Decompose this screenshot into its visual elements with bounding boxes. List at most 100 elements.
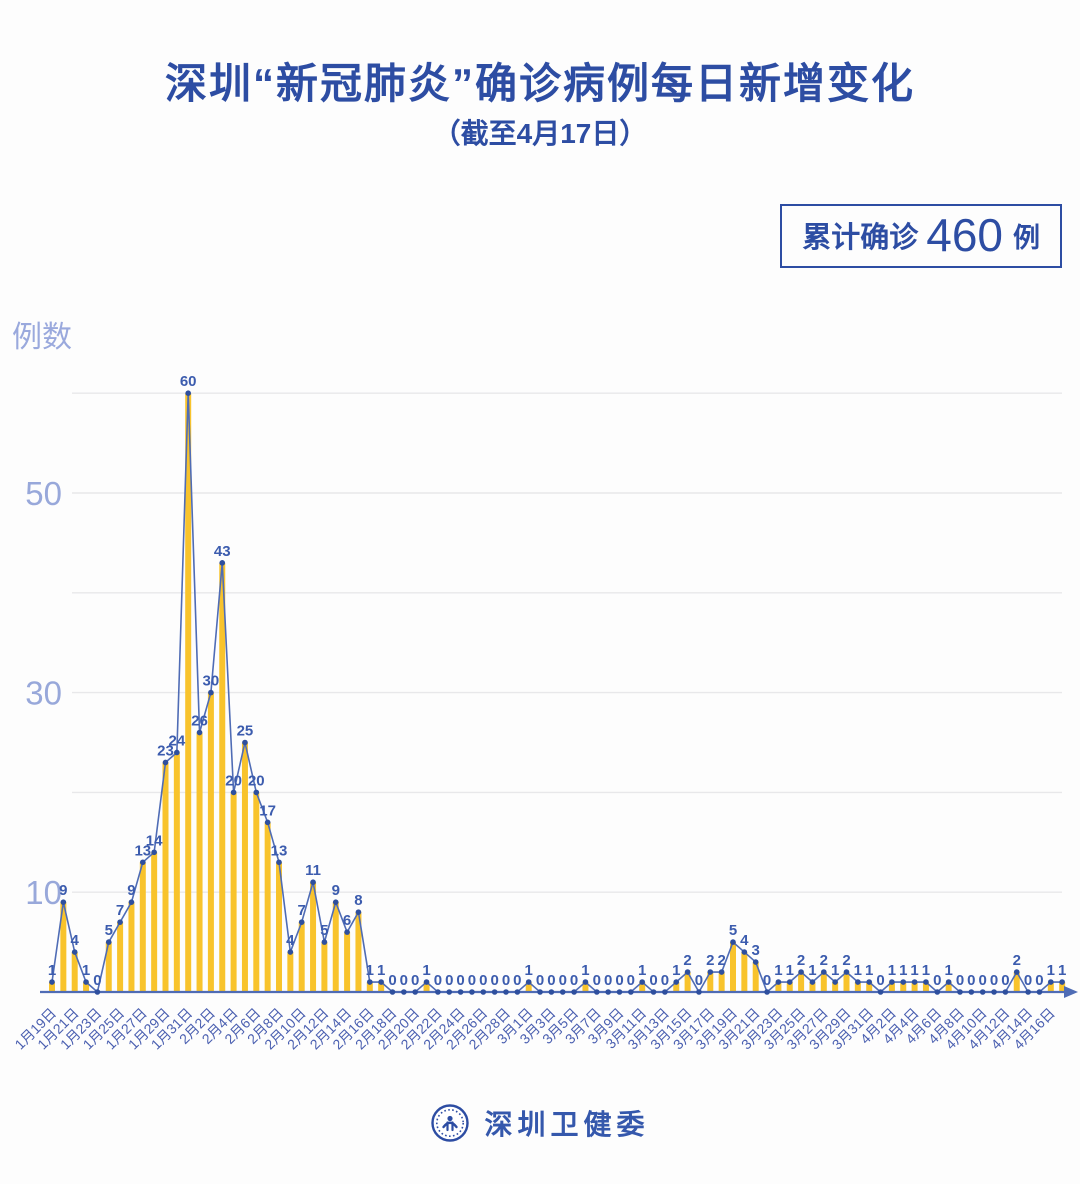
value-label: 26: [191, 713, 208, 730]
data-point: [355, 909, 362, 915]
data-point: [843, 969, 850, 975]
value-label: 1: [1047, 962, 1055, 979]
bar: [1047, 982, 1054, 992]
data-point: [49, 979, 55, 985]
data-point: [253, 789, 260, 796]
data-point: [298, 919, 305, 925]
value-label: 1: [581, 962, 589, 979]
data-point: [435, 989, 441, 995]
data-point: [741, 949, 748, 955]
value-label: 9: [332, 882, 340, 899]
value-label: 6: [343, 912, 351, 929]
data-point: [196, 729, 203, 736]
bar: [117, 922, 124, 992]
data-point: [230, 789, 237, 796]
bar: [139, 862, 146, 992]
bar: [355, 912, 362, 992]
value-label: 9: [127, 882, 135, 899]
value-label: 0: [593, 972, 601, 989]
data-point: [877, 989, 884, 995]
bar: [730, 942, 736, 992]
bar: [684, 972, 691, 992]
value-label: 0: [695, 972, 703, 989]
data-point: [1025, 989, 1031, 995]
value-label: 25: [237, 723, 254, 740]
data-point: [412, 989, 419, 995]
value-label: 7: [116, 902, 124, 919]
shenzhen-health-logo-icon: [431, 1104, 470, 1142]
bar: [900, 982, 907, 992]
data-point: [423, 979, 430, 985]
data-point: [752, 959, 759, 965]
data-point: [979, 989, 986, 995]
data-point: [730, 939, 736, 945]
bar: [673, 982, 680, 992]
value-label: 1: [774, 962, 782, 979]
value-label: 1: [525, 962, 533, 979]
value-label: 20: [225, 772, 242, 789]
bar: [298, 922, 305, 992]
badge-unit: 例: [1013, 222, 1040, 253]
value-label: 9: [59, 882, 67, 899]
value-label: 3: [752, 942, 760, 959]
bar: [922, 982, 929, 992]
bar: [423, 982, 430, 992]
data-point: [605, 989, 611, 995]
data-point: [559, 989, 566, 995]
data-point: [923, 979, 929, 985]
value-label: 0: [434, 972, 442, 989]
value-label: 0: [456, 972, 464, 989]
value-label: 8: [354, 892, 362, 909]
value-label: 0: [979, 972, 987, 989]
data-point: [639, 979, 645, 985]
data-point: [673, 979, 680, 985]
value-label: 0: [627, 972, 635, 989]
value-label: 23: [157, 742, 174, 759]
bar: [775, 982, 782, 992]
page-subtitle: （截至4月17日）: [432, 118, 648, 149]
bar: [945, 982, 952, 992]
data-point: [83, 979, 89, 985]
value-label: 20: [248, 772, 265, 789]
value-label: 0: [1035, 972, 1043, 989]
value-label: 17: [259, 802, 276, 819]
data-point: [480, 989, 487, 995]
data-point: [900, 979, 907, 985]
value-label: 1: [854, 962, 862, 979]
value-label: 0: [559, 972, 567, 989]
bar: [820, 972, 827, 992]
bar: [752, 962, 759, 992]
data-point: [242, 739, 248, 746]
data-point: [821, 969, 827, 975]
bar: [378, 982, 385, 992]
data-point: [469, 989, 475, 995]
value-label: 1: [672, 962, 680, 979]
bar: [230, 792, 237, 992]
bar: [105, 942, 112, 992]
bar: [854, 982, 861, 992]
value-label: 2: [683, 952, 691, 969]
bar: [798, 972, 805, 992]
data-point: [696, 989, 702, 995]
value-label: 0: [967, 972, 975, 989]
bar: [911, 982, 918, 992]
value-label: 4: [71, 932, 80, 949]
bar: [310, 882, 317, 992]
value-label: 0: [490, 972, 498, 989]
data-point: [764, 989, 770, 995]
value-label: 0: [763, 972, 771, 989]
value-label: 0: [502, 972, 510, 989]
data-point: [151, 849, 157, 856]
data-point: [889, 979, 895, 985]
value-label: 1: [48, 962, 56, 979]
data-point: [128, 899, 135, 905]
data-point: [1036, 989, 1043, 995]
value-label: 2: [1013, 952, 1021, 969]
data-point: [60, 899, 67, 905]
data-point: [457, 989, 464, 995]
value-label: 7: [298, 902, 306, 919]
bar: [888, 982, 895, 992]
value-label: 0: [93, 972, 101, 989]
data-point: [105, 939, 112, 945]
bar: [49, 982, 55, 992]
